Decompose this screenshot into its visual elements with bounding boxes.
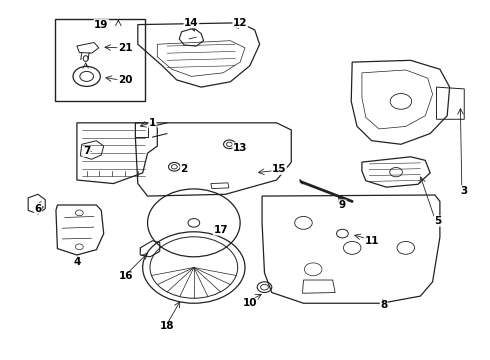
Text: 5: 5 (434, 216, 441, 226)
Text: 9: 9 (339, 200, 346, 210)
Text: 3: 3 (461, 186, 468, 196)
Text: 16: 16 (119, 271, 133, 282)
Bar (55, 19, 145, 102)
Text: 19: 19 (94, 19, 108, 30)
Text: 17: 17 (213, 225, 228, 235)
Text: 14: 14 (184, 18, 199, 28)
Text: 10: 10 (243, 298, 257, 308)
Text: 18: 18 (160, 321, 174, 332)
Text: 11: 11 (365, 236, 379, 246)
Text: 2: 2 (180, 164, 188, 174)
Text: 15: 15 (272, 164, 286, 174)
Text: 20: 20 (119, 75, 133, 85)
Text: 1: 1 (149, 118, 156, 128)
Text: 21: 21 (119, 43, 133, 53)
Text: 8: 8 (380, 300, 388, 310)
Text: 12: 12 (233, 18, 247, 28)
Text: 6: 6 (34, 203, 42, 213)
Text: 13: 13 (233, 143, 247, 153)
Text: 4: 4 (73, 257, 80, 267)
Text: 7: 7 (83, 147, 90, 157)
